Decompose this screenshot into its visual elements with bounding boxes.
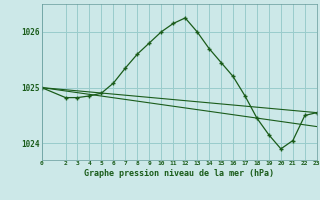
X-axis label: Graphe pression niveau de la mer (hPa): Graphe pression niveau de la mer (hPa) [84,169,274,178]
